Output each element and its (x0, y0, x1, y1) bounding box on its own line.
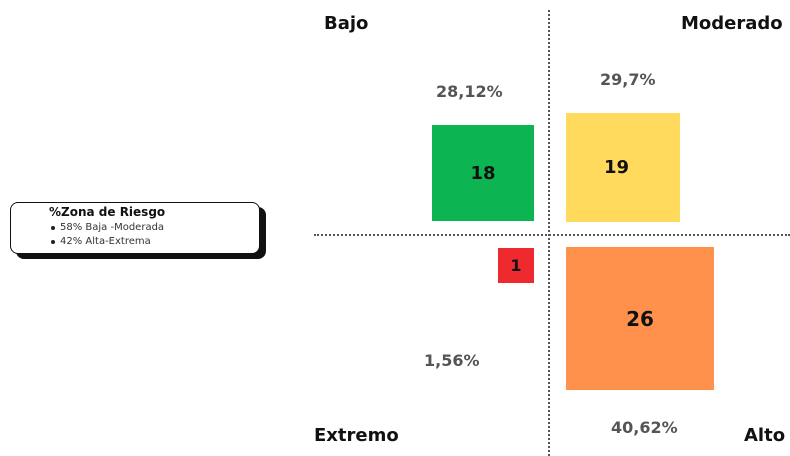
legend-title: %Zona de Riesgo (49, 205, 166, 219)
zone-count-extremo: 1 (510, 256, 522, 275)
corner-label-alto: Alto (744, 425, 786, 446)
corner-label-bajo: Bajo (324, 13, 369, 34)
legend-list: 58% Baja -Moderada 42% Alta-Extrema (49, 221, 259, 249)
zone-count-alto: 26 (626, 306, 654, 331)
zone-box-extremo: 1 (498, 248, 534, 283)
percent-alto: 40,62% (611, 418, 678, 437)
zone-count-moderado: 19 (604, 157, 630, 178)
zone-box-moderado: 19 (566, 113, 680, 222)
legend-item-high-extreme: 42% Alta-Extrema (51, 235, 259, 249)
risk-zone-legend: %Zona de Riesgo 58% Baja -Moderada 42% A… (10, 202, 260, 254)
legend-item-low-moderate: 58% Baja -Moderada (51, 221, 259, 235)
horizontal-divider (314, 234, 790, 236)
zone-box-alto: 26 (566, 247, 714, 390)
percent-moderado: 29,7% (600, 70, 656, 89)
percent-extremo: 1,56% (424, 351, 480, 370)
percent-bajo: 28,12% (436, 82, 503, 101)
corner-label-moderado: Moderado (681, 13, 783, 34)
vertical-divider (548, 10, 550, 456)
corner-label-extremo: Extremo (314, 425, 399, 446)
zone-box-bajo: 18 (432, 125, 534, 221)
zone-count-bajo: 18 (470, 162, 496, 184)
